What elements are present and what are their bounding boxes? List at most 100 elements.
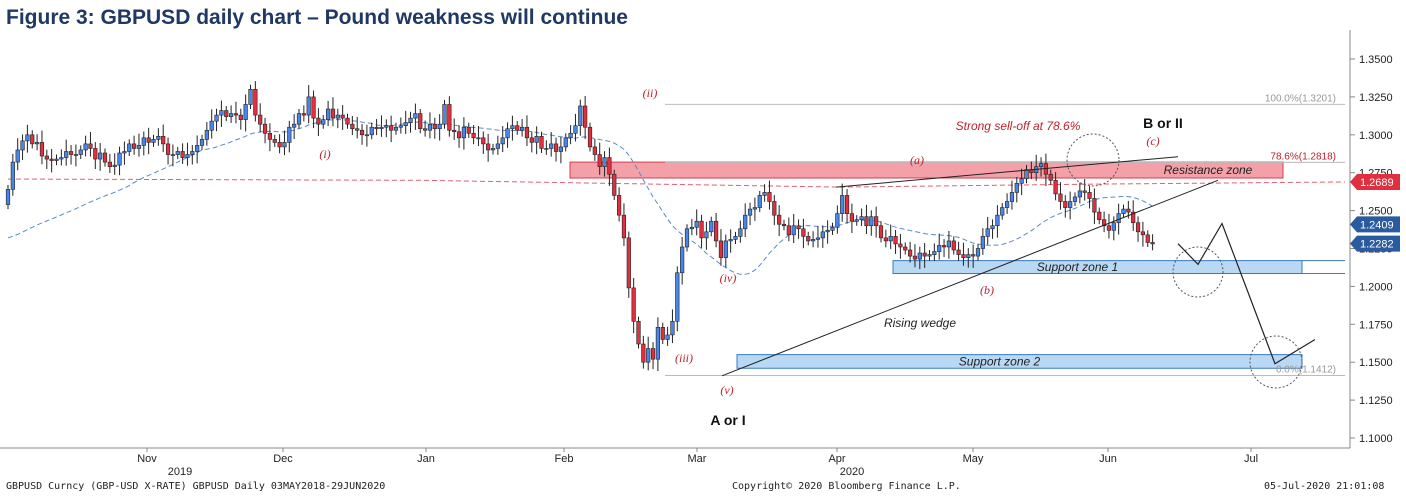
candle-body <box>413 113 418 119</box>
candle <box>937 233 942 260</box>
candle-body <box>54 158 59 161</box>
candle-body <box>25 134 30 142</box>
candle <box>941 239 947 257</box>
candle <box>709 216 714 237</box>
candle-body <box>791 225 796 236</box>
price-badge <box>1350 173 1400 190</box>
candle <box>316 108 321 137</box>
candle-body <box>199 139 205 146</box>
candle <box>127 139 132 157</box>
candle-body <box>369 126 374 136</box>
candle <box>602 151 607 177</box>
candle <box>791 213 796 244</box>
chart-title: Figure 3: GBPUSD daily chart – Pound wea… <box>6 6 628 29</box>
candle <box>646 336 651 371</box>
candle <box>840 183 845 222</box>
candle <box>335 108 340 129</box>
candle-body <box>951 240 956 251</box>
y-tick-label: 1.2500 <box>1359 206 1393 218</box>
candle <box>883 229 888 248</box>
candle-body <box>277 142 282 148</box>
candle-body <box>612 173 617 196</box>
candle-body <box>195 145 200 152</box>
candle-body <box>733 236 738 240</box>
candle-body <box>641 343 646 363</box>
candle <box>156 128 161 146</box>
candle-body <box>660 327 665 340</box>
zone-2 <box>892 260 1303 275</box>
candle-body <box>1102 219 1107 227</box>
candle <box>345 113 350 129</box>
candle-body <box>214 114 219 122</box>
candle <box>379 115 384 137</box>
candle-body <box>1135 222 1141 233</box>
candle-body <box>471 132 476 139</box>
candle-body <box>859 216 864 220</box>
candle-body <box>878 225 884 239</box>
candle-body <box>777 214 782 225</box>
candle-body <box>738 228 743 237</box>
candle-body <box>20 140 25 151</box>
candle <box>917 246 922 270</box>
candle <box>772 195 777 226</box>
candle <box>64 139 69 166</box>
candle-body <box>146 137 151 143</box>
wave-label: (b) <box>980 283 994 297</box>
candle-body <box>1116 213 1121 224</box>
candle-body <box>384 125 389 128</box>
candle-body <box>78 149 83 155</box>
candle-body <box>427 123 433 131</box>
candle <box>1004 193 1010 214</box>
candle-body <box>932 251 937 255</box>
candle-body <box>806 236 811 242</box>
candle-body <box>141 137 146 146</box>
candle <box>718 229 724 266</box>
candle-body <box>966 254 971 258</box>
candle-body <box>1019 178 1024 184</box>
candle-body <box>325 108 331 120</box>
candle-body <box>980 236 985 249</box>
candle-body <box>88 143 93 149</box>
x-month-label: Jun <box>1099 453 1117 465</box>
candle-body <box>519 126 525 131</box>
candle <box>1111 216 1116 241</box>
candle-body <box>515 125 520 131</box>
candle <box>825 220 830 244</box>
candle-body <box>1126 208 1131 213</box>
candle <box>893 230 898 254</box>
candle-body <box>917 252 922 260</box>
candle-body <box>743 214 748 230</box>
candle-body <box>941 245 947 248</box>
candle-body <box>59 157 64 160</box>
candle-body <box>151 139 156 143</box>
candle-body <box>810 239 816 242</box>
candle-body <box>1145 234 1150 243</box>
candle-body <box>689 226 694 230</box>
candle <box>248 84 253 110</box>
candle <box>267 123 273 152</box>
candle <box>59 149 64 166</box>
candle-body <box>403 122 408 127</box>
candle <box>418 109 423 134</box>
candle-body <box>801 228 806 237</box>
candle-body <box>1121 208 1126 214</box>
candle-body <box>107 161 112 167</box>
candle <box>93 142 98 170</box>
candle-body <box>461 126 467 139</box>
candle-body <box>675 272 680 322</box>
candle-body <box>539 136 544 149</box>
price-badge <box>1350 235 1400 252</box>
candle <box>1024 165 1029 184</box>
candle <box>699 214 704 248</box>
candle-body <box>728 239 733 242</box>
price-badge <box>1350 216 1400 233</box>
candle <box>471 125 476 145</box>
candle-body <box>102 152 108 163</box>
candle <box>878 221 884 243</box>
candle <box>655 317 660 371</box>
candle-body <box>486 143 491 151</box>
candle <box>68 145 74 165</box>
candle <box>985 216 990 245</box>
candle-body <box>1014 183 1019 193</box>
candle <box>481 131 486 154</box>
